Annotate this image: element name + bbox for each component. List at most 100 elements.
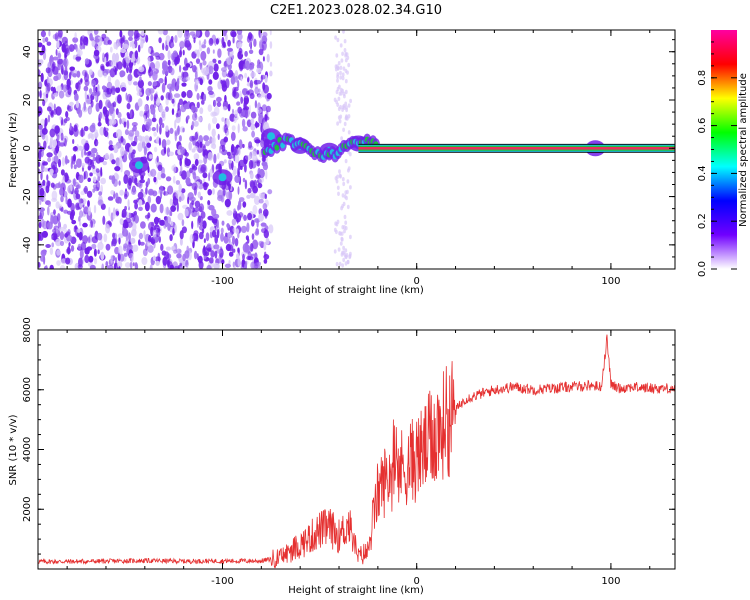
speckle [159, 203, 164, 214]
speckle [212, 58, 217, 64]
speckle [88, 88, 93, 94]
y-tick-label: -40 [22, 237, 33, 253]
speckle [107, 196, 114, 201]
speckle [68, 44, 75, 52]
speckle [90, 100, 94, 108]
speckle [202, 220, 207, 229]
speckle [203, 154, 208, 165]
speckle [221, 80, 227, 88]
speckle [191, 163, 196, 170]
speckle [123, 243, 128, 249]
colorbar: 0.0 0.2 0.4 0.6 0.8 Normalized spectral ampl… [697, 30, 749, 277]
speckle [233, 208, 236, 214]
speckle [94, 38, 100, 43]
speckle [245, 155, 249, 162]
speckle [92, 164, 95, 170]
speckle [222, 106, 227, 111]
speckle [224, 263, 231, 268]
speckle [166, 139, 171, 146]
speckle [131, 127, 135, 132]
speckle [47, 206, 50, 216]
speckle [53, 103, 56, 111]
speckle [265, 169, 268, 180]
speckle [254, 86, 259, 95]
speckle [189, 196, 196, 202]
speckle [238, 200, 242, 210]
speckle [184, 40, 191, 48]
speckle [38, 124, 43, 130]
speckle [338, 119, 342, 124]
speckle [117, 94, 122, 104]
spectrogram-ylabel: Frequency (Hz) [8, 112, 19, 188]
speckle [130, 57, 134, 63]
speckle [199, 141, 203, 148]
speckle [251, 130, 256, 138]
snr-xlabel: Height of straight line (km) [288, 585, 424, 596]
speckle [262, 31, 268, 38]
speckle [59, 116, 62, 121]
y-tick-label: 40 [22, 45, 33, 58]
speckle [128, 130, 135, 137]
speckle [250, 123, 256, 131]
snr-ticks: -100 0 100 2000 4000 6000 8000 [22, 317, 675, 587]
speckle [55, 238, 62, 247]
speckle [147, 195, 152, 204]
speckle [337, 247, 341, 252]
speckle [338, 261, 342, 267]
colorbar-tick-label: 0.2 [697, 213, 708, 229]
speckle [110, 255, 113, 264]
speckle [240, 96, 244, 104]
speckle [78, 145, 83, 151]
speckle [67, 198, 72, 208]
speckle [208, 172, 211, 182]
speckle [209, 168, 213, 178]
speckle [208, 204, 215, 211]
snr-ylabel: SNR (10 * v/v) [8, 414, 19, 485]
speckle [71, 219, 77, 225]
speckle [347, 103, 351, 108]
speckle [123, 121, 127, 128]
speckle [63, 118, 68, 124]
speckle [236, 101, 241, 106]
speckle [344, 226, 348, 231]
speckle [141, 257, 148, 265]
speckle [83, 126, 89, 132]
speckle [84, 90, 87, 101]
speckle [337, 191, 340, 196]
speckle [191, 135, 196, 141]
speckle [79, 158, 82, 164]
speckle [162, 42, 165, 51]
speckle [105, 99, 111, 108]
speckle [154, 94, 158, 100]
speckle [213, 153, 217, 164]
speckle [217, 152, 220, 160]
speckle [74, 32, 77, 39]
speckle [207, 151, 213, 161]
speckle [41, 127, 48, 135]
speckle [216, 249, 222, 254]
speckle [268, 224, 274, 234]
speckle [40, 118, 46, 127]
colorbar-gradient [711, 30, 737, 269]
speckle [221, 144, 226, 152]
speckle [216, 101, 222, 108]
speckle [253, 195, 261, 205]
speckle [216, 123, 220, 130]
speckle [55, 49, 58, 56]
speckle [95, 180, 100, 191]
speckle [237, 80, 240, 89]
speckle [174, 35, 178, 43]
speckle [85, 98, 91, 105]
speckle [346, 259, 350, 265]
speckle [269, 70, 273, 77]
speckle [82, 36, 89, 46]
speckle [70, 104, 73, 110]
spectral-feature-core [218, 173, 227, 182]
speckle [115, 174, 120, 180]
speckle [67, 85, 72, 96]
speckle [232, 248, 236, 253]
speckle [185, 63, 191, 68]
speckle [178, 135, 182, 142]
speckle [72, 146, 78, 152]
speckle [335, 99, 338, 105]
